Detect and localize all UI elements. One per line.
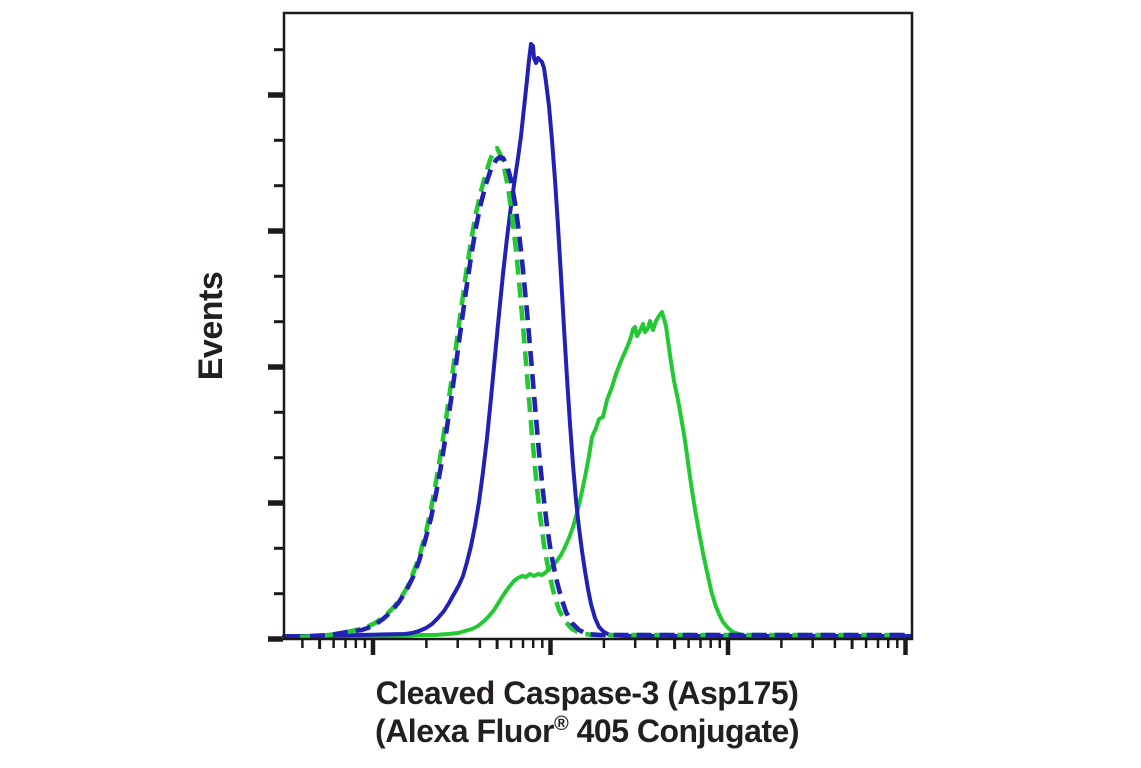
x-axis-ticks [301,640,908,655]
registered-trademark-symbol: ® [554,713,569,735]
histogram-curves [282,42,912,640]
series-green-dashed [299,145,905,640]
x-axis-title-line2-text-cont: 405 Conjugate) [568,713,799,749]
series-green-solid [282,310,912,639]
series-blue-solid [282,42,912,638]
x-axis-title-line2: (Alexa Fluor® 405 Conjugate) [375,713,799,749]
x-axis-title-line2-text: (Alexa Fluor [375,713,554,749]
y-axis-ticks [268,48,283,642]
x-axis-title-line1: Cleaved Caspase-3 (Asp175) [376,675,799,711]
plot-frame [282,11,914,641]
y-axis-title: Events [192,272,230,381]
